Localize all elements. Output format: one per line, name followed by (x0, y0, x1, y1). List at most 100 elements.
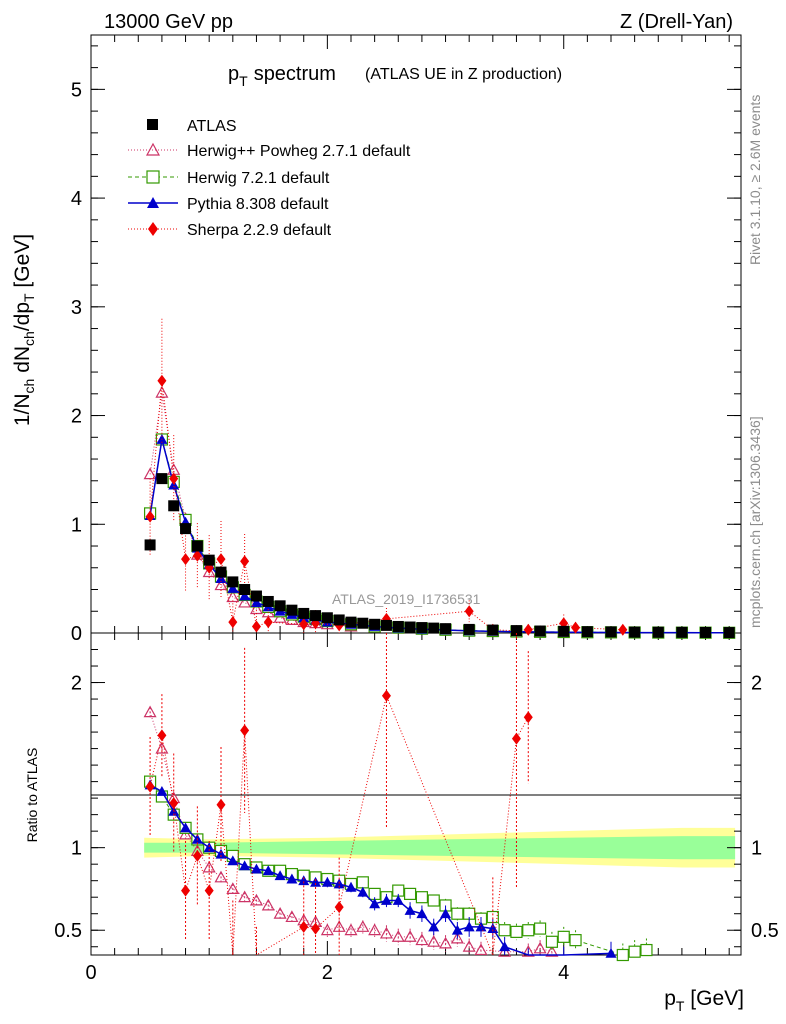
ylabel-c-sub: T (21, 293, 37, 302)
ratio-point-sherpa (145, 780, 155, 793)
main-point-atlas (168, 500, 180, 512)
process-label: Z (Drell-Yan) (620, 11, 733, 33)
ratio-point-hwpp (545, 944, 559, 957)
ratio-point-py8 (440, 908, 452, 919)
main-point-atlas (404, 621, 416, 633)
main-point-hwpp (226, 590, 240, 603)
ratio-ticks: 0 2 4 0.5 0.5 1 1 2 2 (54, 632, 779, 984)
title-main: p (228, 63, 239, 85)
ratio-point-py8 (357, 886, 369, 897)
legend-label-hwpp: Herwig++ Powheg 2.7.1 default (187, 143, 411, 160)
ratio-point-hwpp (344, 923, 358, 936)
ratio-point-hwpp (462, 940, 476, 952)
legend-marker-hw7 (146, 170, 160, 184)
ylabel-a: 1/N (11, 393, 34, 426)
main-point-sherpa (216, 553, 226, 566)
main-line-sherpa (149, 380, 623, 632)
ratio-point-hwpp (226, 882, 240, 894)
main-point-atlas (286, 604, 298, 616)
ratio-point-hw7 (427, 894, 440, 907)
xlabel-a-sub: T (676, 998, 685, 1014)
ratio-point-hwpp (450, 931, 464, 944)
main-point-atlas (191, 540, 203, 552)
main-point-atlas (333, 614, 345, 626)
ratio-point-py8 (286, 873, 298, 884)
main-point-sherpa (263, 616, 273, 629)
ratio-point-py8 (463, 921, 475, 932)
main-point-sherpa (181, 553, 191, 566)
main-point-sherpa (228, 616, 238, 629)
ratio-point-py8 (203, 842, 215, 853)
ratio-point-hwpp (356, 920, 370, 932)
main-point-sherpa (192, 549, 202, 562)
analysis-watermark: ATLAS_2019_I1736531 (332, 591, 481, 607)
title-rest: spectrum (254, 63, 336, 85)
main-ytick-label: 4 (71, 188, 82, 210)
ratio-point-py8 (215, 848, 227, 859)
ratio-point-sherpa (299, 920, 309, 933)
ratio-point-hwpp (285, 910, 299, 923)
ratio-point-sherpa (192, 849, 202, 862)
ratio-ytick-label: 2 (71, 673, 82, 695)
ratio-point-py8 (380, 895, 392, 905)
main-ytick-label: 0 (71, 623, 82, 645)
ratio-point-py8 (451, 924, 463, 935)
ratio-point-py8 (428, 921, 440, 932)
ratio-point-hw7 (451, 907, 464, 920)
main-ytick-label: 3 (71, 297, 82, 319)
ratio-point-sherpa (204, 884, 214, 897)
mcplots-label: mcplots.cern.ch [arXiv:1306.3436] (747, 416, 763, 628)
main-point-atlas (215, 566, 227, 578)
main-point-atlas (227, 576, 239, 588)
main-point-atlas (629, 626, 641, 638)
ratio-point-hwpp (427, 935, 441, 947)
main-point-atlas (652, 626, 664, 638)
main-point-sherpa (169, 472, 179, 485)
main-point-atlas (392, 620, 404, 632)
ratio-point-py8 (227, 855, 239, 866)
ratio-point-sherpa (240, 724, 250, 737)
main-point-atlas (605, 626, 617, 638)
ratio-point-hw7 (616, 948, 629, 962)
main-point-py8 (239, 590, 251, 601)
ratio-point-py8 (310, 876, 322, 887)
main-point-atlas (581, 626, 593, 638)
legend-label-hw7: Herwig 7.2.1 default (187, 170, 330, 187)
main-point-sherpa (464, 605, 474, 618)
ratio-ytick-label-right: 2 (751, 673, 762, 695)
main-point-atlas (700, 626, 712, 638)
ratio-point-sherpa (169, 797, 179, 810)
ratio-point-hwpp (202, 860, 216, 873)
ratio-point-sherpa (181, 884, 191, 897)
ratio-point-hwpp (533, 941, 547, 954)
ratio-point-hw7 (498, 924, 511, 937)
ratio-point-hw7 (557, 930, 570, 943)
ratio-point-hw7 (640, 943, 653, 957)
ratio-point-py8 (392, 895, 404, 905)
main-point-atlas (203, 554, 215, 566)
main-point-atlas (558, 625, 570, 637)
main-point-sherpa (618, 623, 628, 636)
main-point-atlas (440, 623, 452, 635)
main-point-atlas (321, 612, 333, 624)
ratio-point-hw7 (533, 922, 547, 935)
main-point-py8 (250, 597, 262, 607)
ratio-point-sherpa (216, 798, 226, 811)
xtick-label: 2 (322, 962, 333, 984)
ratio-point-py8 (499, 941, 511, 952)
main-ytick-label: 5 (71, 79, 82, 101)
main-point-atlas (369, 618, 381, 630)
ylabel-a-sub: ch (21, 379, 37, 394)
ratio-point-py8 (262, 865, 274, 876)
main-point-hwpp (202, 565, 216, 578)
legend-marker-atlas (147, 119, 158, 130)
ratio-point-sherpa (511, 732, 521, 745)
legend-label-py8: Pythia 8.308 default (187, 196, 329, 213)
main-point-atlas (723, 627, 735, 639)
ratio-point-hwpp (143, 705, 157, 718)
ratio-point-hwpp (214, 870, 228, 883)
main-point-atlas (156, 473, 168, 485)
ratio-point-sherpa (334, 901, 344, 914)
